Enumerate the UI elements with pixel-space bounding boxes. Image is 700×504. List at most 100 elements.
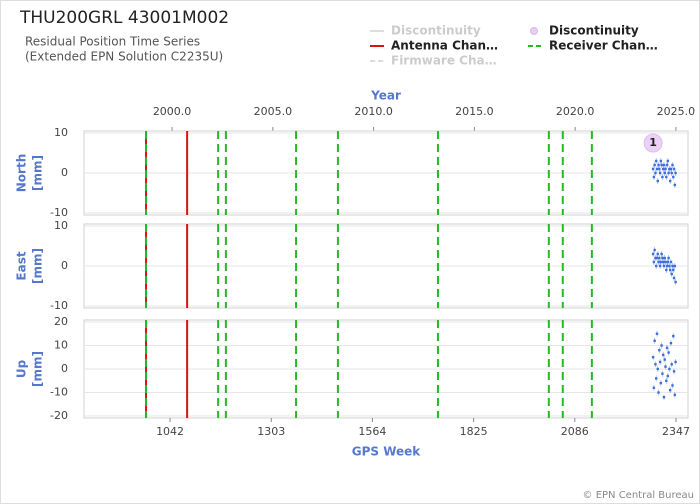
data-point [668, 179, 672, 183]
data-point [655, 256, 659, 260]
data-point [674, 280, 677, 284]
data-point [654, 256, 657, 260]
data-point [674, 171, 677, 175]
data-point [658, 264, 662, 268]
y-tick-label: 20 [54, 315, 68, 328]
legend-label: Discontinuity [549, 24, 639, 38]
data-point [670, 363, 673, 366]
data-point [657, 163, 660, 167]
data-point [654, 171, 657, 175]
data-point [664, 167, 667, 171]
data-point [651, 356, 655, 359]
data-point [668, 268, 672, 272]
data-point [673, 183, 677, 187]
data-point [668, 264, 671, 268]
data-point [672, 276, 676, 280]
data-point [662, 264, 666, 268]
data-point [658, 349, 661, 352]
x2-axis-label: Year [370, 89, 401, 103]
data-point [663, 256, 666, 260]
y-tick-label: 0 [61, 259, 68, 272]
y-tick-label: 10 [54, 126, 68, 139]
data-point [655, 167, 659, 171]
data-point [661, 353, 665, 357]
legend-label: Receiver Chan… [549, 39, 658, 53]
data-point [671, 384, 674, 387]
legend-label: Discontinuity [391, 24, 481, 38]
data-point [665, 163, 669, 167]
data-point [658, 171, 662, 175]
data-point [661, 167, 665, 171]
legend-label: Firmware Cha… [391, 54, 497, 68]
x2-tick-label: 2010.0 [354, 105, 393, 118]
y-axis-label: [mm] [31, 248, 45, 284]
data-point [651, 167, 655, 171]
footer: © EPN Central Bureau [583, 490, 694, 501]
y-axis-label: North [15, 154, 29, 192]
data-point [653, 163, 656, 167]
data-point [659, 260, 663, 264]
data-point [667, 256, 670, 260]
data-point [659, 159, 663, 163]
data-point [665, 264, 669, 268]
x-tick-label: 2347 [662, 425, 690, 438]
data-point [665, 268, 668, 272]
data-point [652, 175, 656, 179]
x-tick-label: 1042 [156, 425, 184, 438]
data-point [666, 374, 670, 378]
data-point [662, 163, 666, 167]
data-point [656, 252, 659, 256]
data-point [660, 252, 663, 256]
y-axis-label: [mm] [31, 155, 45, 191]
data-point [665, 346, 669, 350]
data-point [655, 332, 659, 335]
data-point [666, 159, 670, 163]
subtitle: (Extended EPN Solution C2235U) [25, 50, 223, 64]
data-point [657, 391, 660, 394]
discontinuity-marker [643, 133, 663, 153]
discontinuity-label: 1 [649, 136, 657, 149]
data-point [659, 381, 663, 385]
chart-title: THU200GRL 43001M002 [19, 8, 229, 28]
data-point [671, 264, 674, 268]
data-point [660, 344, 663, 347]
data-point [663, 171, 666, 175]
x-tick-label: 1825 [460, 425, 488, 438]
data-point [667, 171, 670, 175]
x2-tick-label: 2005.0 [254, 105, 293, 118]
x2-tick-label: 2020.0 [556, 105, 595, 118]
x-tick-label: 2086 [561, 425, 589, 438]
data-point [673, 393, 677, 397]
data-point [668, 167, 671, 171]
data-point [668, 388, 672, 392]
x2-tick-label: 2015.0 [455, 105, 494, 118]
data-point [661, 260, 665, 264]
data-point [672, 175, 675, 179]
data-point [661, 372, 664, 375]
data-point [657, 260, 660, 264]
data-point [656, 179, 659, 183]
data-point [654, 363, 657, 366]
data-point [672, 167, 676, 171]
x2-tick-label: 2025.0 [657, 105, 696, 118]
x-tick-label: 1303 [257, 425, 285, 438]
data-point [655, 264, 658, 268]
data-point [667, 351, 670, 354]
data-point [658, 167, 661, 171]
data-point [652, 260, 656, 264]
x-axis-label: GPS Week [352, 445, 422, 459]
data-point [658, 360, 662, 364]
data-point [672, 334, 675, 338]
data-point [661, 256, 664, 260]
data-point [655, 159, 658, 163]
y-tick-label: 0 [61, 166, 68, 179]
data-point [663, 358, 666, 361]
y-tick-label: -20 [50, 409, 68, 422]
x-tick-label: 1564 [358, 425, 386, 438]
y-tick-label: 0 [61, 362, 68, 375]
y-axis-label: [mm] [31, 351, 45, 387]
data-point [666, 260, 670, 264]
data-point [664, 260, 667, 264]
data-point [668, 367, 671, 371]
